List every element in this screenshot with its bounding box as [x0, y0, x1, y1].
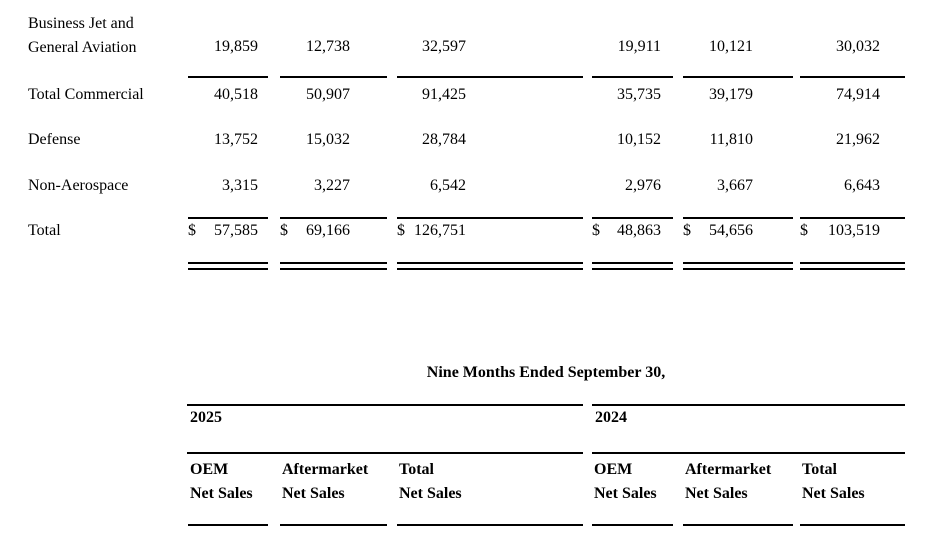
cell-value: 54,656: [709, 222, 753, 239]
column-rule: [188, 524, 268, 526]
column-header-total-net-sales-2025: Total Net Sales: [399, 458, 585, 506]
column-rule: [188, 76, 268, 78]
cell-value: 2,976: [625, 177, 661, 194]
cell-value: 30,032: [836, 38, 880, 55]
column-rule: [683, 217, 793, 219]
cell-value: 6,643: [844, 177, 880, 194]
header-line: Net Sales: [399, 485, 462, 502]
row-label-business-jet-general-aviation: Business Jet and General Aviation: [28, 15, 137, 56]
column-rule: [397, 524, 583, 526]
header-line: Net Sales: [802, 485, 865, 502]
cell-value: 21,962: [836, 131, 880, 148]
header-line: Total: [399, 461, 434, 478]
column-rule: [683, 524, 793, 526]
header-line: Aftermarket: [685, 461, 772, 478]
cell-value: 40,518: [214, 86, 258, 103]
column-rule: [800, 76, 905, 78]
cell-value: 3,227: [314, 177, 350, 194]
cell-value: 103,519: [828, 222, 880, 239]
header-line: Net Sales: [190, 485, 253, 502]
table-period-title: Nine Months Ended September 30,: [426, 364, 666, 381]
column-rule: [280, 217, 387, 219]
currency-symbol: $: [188, 222, 196, 239]
cell-value: 19,911: [617, 38, 661, 55]
row-label-total-commercial: Total Commercial: [28, 86, 144, 103]
total-cell: $ 69,166: [280, 219, 387, 243]
double-rule: [397, 262, 583, 270]
total-cell: $ 54,656: [683, 219, 793, 243]
year-label-2025: 2025: [190, 409, 222, 426]
column-rule: [800, 217, 905, 219]
year-group-rule: [187, 452, 583, 454]
column-header-total-net-sales-2024: Total Net Sales: [802, 458, 907, 506]
double-rule: [280, 262, 387, 270]
header-line: Net Sales: [282, 485, 345, 502]
currency-symbol: $: [683, 222, 691, 239]
year-group-rule: [187, 404, 583, 406]
total-cell: $ 57,585: [188, 219, 268, 243]
header-line: OEM: [190, 461, 229, 478]
cell-value: 6,542: [430, 177, 466, 194]
header-line: Aftermarket: [282, 461, 369, 478]
row-label-total: Total: [28, 222, 61, 239]
cell-value: 57,585: [214, 222, 258, 239]
cell-value: 39,179: [709, 86, 753, 103]
cell-value: 13,752: [214, 131, 258, 148]
cell-value: 50,907: [306, 86, 350, 103]
currency-symbol: $: [397, 222, 405, 239]
cell-value: 19,859: [214, 38, 258, 55]
column-rule: [397, 76, 583, 78]
column-rule: [280, 76, 387, 78]
column-rule: [592, 524, 673, 526]
currency-symbol: $: [280, 222, 288, 239]
row-label-non-aerospace: Non-Aerospace: [28, 177, 129, 194]
column-rule: [280, 524, 387, 526]
header-line: Net Sales: [594, 485, 657, 502]
cell-value: 91,425: [422, 86, 466, 103]
cell-value: 48,863: [617, 222, 661, 239]
cell-value: 3,315: [222, 177, 258, 194]
column-rule: [683, 76, 793, 78]
total-cell: $ 126,751: [397, 219, 583, 243]
column-rule: [188, 217, 268, 219]
column-header-oem-net-sales-2024: OEM Net Sales: [594, 458, 679, 506]
cell-value: 35,735: [617, 86, 661, 103]
cell-value: 32,597: [422, 38, 466, 55]
double-rule: [800, 262, 905, 270]
header-line: Net Sales: [685, 485, 748, 502]
row-label-defense: Defense: [28, 131, 81, 148]
currency-symbol: $: [800, 222, 808, 239]
column-header-aftermarket-net-sales-2025: Aftermarket Net Sales: [282, 458, 392, 506]
cell-value: 74,914: [836, 86, 880, 103]
column-header-oem-net-sales-2025: OEM Net Sales: [190, 458, 275, 506]
year-group-rule: [592, 452, 905, 454]
cell-value: 10,152: [617, 131, 661, 148]
column-rule: [592, 217, 673, 219]
year-group-rule: [592, 404, 905, 406]
cell-value: 69,166: [306, 222, 350, 239]
double-rule: [683, 262, 793, 270]
cell-value: 12,738: [306, 38, 350, 55]
cell-value: 15,032: [306, 131, 350, 148]
cell-value: 10,121: [709, 38, 753, 55]
double-rule: [188, 262, 268, 270]
total-cell: $ 103,519: [800, 219, 905, 243]
column-rule: [397, 217, 583, 219]
currency-symbol: $: [592, 222, 600, 239]
column-rule: [800, 524, 905, 526]
cell-value: 11,810: [709, 131, 753, 148]
header-line: Total: [802, 461, 837, 478]
header-line: OEM: [594, 461, 633, 478]
double-rule: [592, 262, 673, 270]
cell-value: 3,667: [717, 177, 753, 194]
column-rule: [592, 76, 673, 78]
column-header-aftermarket-net-sales-2024: Aftermarket Net Sales: [685, 458, 795, 506]
total-cell: $ 48,863: [592, 219, 673, 243]
year-label-2024: 2024: [595, 409, 627, 426]
cell-value: 28,784: [422, 131, 466, 148]
cell-value: 126,751: [414, 222, 466, 239]
